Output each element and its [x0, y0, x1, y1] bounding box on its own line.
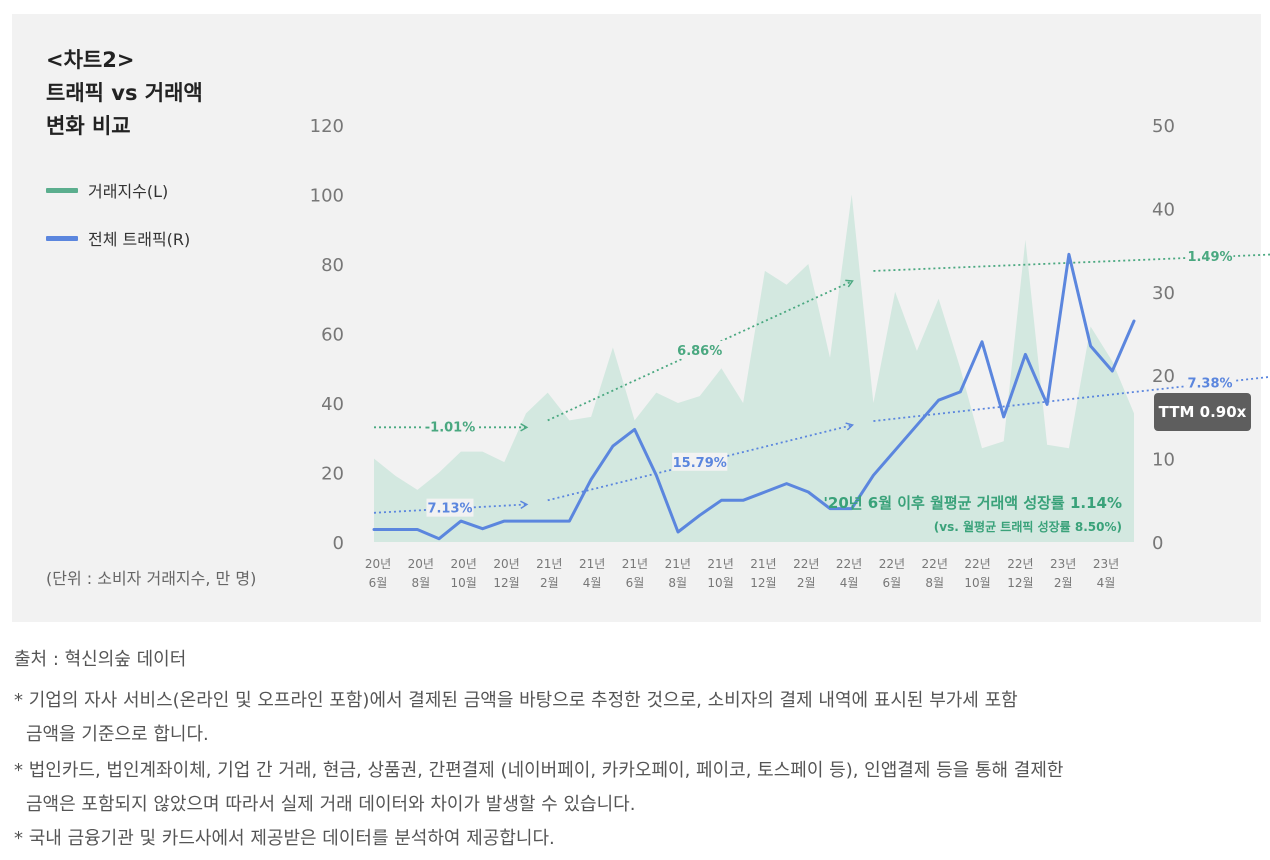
x-tick-year: 20년: [493, 557, 519, 571]
x-tick-year: 21년: [707, 557, 733, 571]
x-tick-month: 12월: [750, 576, 776, 590]
x-tick-month: 8월: [925, 576, 944, 590]
footnote-2: * 법인카드, 법인계좌이체, 기업 간 거래, 현금, 상품권, 간편결제 (…: [14, 754, 1264, 822]
chart-title-line-2: 트래픽 vs 거래액: [46, 81, 203, 105]
chart-title: <차트2> 트래픽 vs 거래액 변화 비교: [46, 44, 203, 143]
footnote-3: * 국내 금융기관 및 카드사에서 제공받은 데이터를 분석하여 제공합니다.: [14, 822, 1264, 856]
growth-note-sub: (vs. 월평균 트래픽 성장률 8.50%): [934, 519, 1122, 534]
trend-label: 15.79%: [673, 456, 727, 471]
trend-label-bg: [1186, 247, 1234, 266]
right-axis-tick: 20: [1152, 366, 1175, 387]
x-tick-year: 23년: [1050, 557, 1076, 571]
left-axis-tick: 100: [310, 186, 344, 207]
left-axis-tick: 60: [321, 325, 344, 346]
x-tick-year: 22년: [1007, 557, 1033, 571]
x-tick-month: 4월: [1097, 576, 1116, 590]
x-tick-month: 10월: [450, 576, 476, 590]
trend-label: 1.49%: [1187, 250, 1232, 265]
x-tick-year: 22년: [879, 557, 905, 571]
trend-label-bg: [676, 340, 724, 359]
x-tick-year: 20년: [365, 557, 391, 571]
trend-label: -1.01%: [425, 420, 476, 435]
x-tick-month: 6월: [369, 576, 388, 590]
x-tick-year: 22년: [793, 557, 819, 571]
legend-swatch-traffic: [46, 235, 78, 241]
ttm-badge: TTM 0.90x: [1154, 393, 1251, 431]
trend-label-bg: [426, 498, 474, 517]
x-tick-month: 6월: [883, 576, 902, 590]
right-axis-tick: 30: [1152, 283, 1175, 304]
right-axis-tick: 10: [1152, 450, 1175, 471]
trend-label: 6.86%: [677, 344, 722, 359]
x-tick-month: 8월: [668, 576, 687, 590]
left-axis-tick: 120: [310, 116, 344, 137]
traffic-line: [372, 252, 1136, 541]
x-tick-year: 21년: [750, 557, 776, 571]
x-tick-month: 2월: [1054, 576, 1073, 590]
x-tick-year: 21년: [536, 557, 562, 571]
trend-arrow: [547, 279, 854, 422]
footnote-1: * 기업의 자사 서비스(온라인 및 오프라인 포함)에서 결제된 금액을 바탕…: [14, 684, 1264, 752]
legend-item-traffic: 전체 트래픽(R): [46, 226, 190, 250]
x-tick-month: 4월: [583, 576, 602, 590]
chart-title-line-1: <차트2>: [46, 48, 135, 72]
legend-item-trade-index: 거래지수(L): [46, 178, 168, 202]
chart-title-line-3: 변화 비교: [46, 114, 131, 138]
x-tick-year: 21년: [579, 557, 605, 571]
legend-swatch-trade-index: [46, 187, 78, 193]
x-tick-year: 22년: [836, 557, 862, 571]
unit-note: (단위 : 소비자 거래지수, 만 명): [46, 569, 257, 588]
trade-index-area: [374, 194, 1134, 542]
footnote-2-line-1: * 법인카드, 법인계좌이체, 기업 간 거래, 현금, 상품권, 간편결제 (…: [14, 760, 1064, 781]
chart-svg: 0 20 40 60 80 100 120 0 10 20 30 40 50 -1.01% 6.86% 1.4…: [310, 116, 1270, 590]
source-text: 출처 : 혁신의숲 데이터: [14, 649, 187, 670]
growth-note-main: '20년 6월 이후 월평균 거래액 성장률 1.14%: [823, 494, 1122, 512]
x-tick-year: 23년: [1093, 557, 1119, 571]
footnote-3-line-1: * 국내 금융기관 및 카드사에서 제공받은 데이터를 분석하여 제공합니다.: [14, 828, 555, 849]
legend-label-traffic: 전체 트래픽(R): [88, 230, 191, 249]
x-tick-year: 21년: [665, 557, 691, 571]
left-axis-tick: 40: [321, 394, 344, 415]
footnote-1-line-2: 금액을 기준으로 합니다.: [26, 724, 209, 745]
x-tick-month: 6월: [626, 576, 645, 590]
right-axis-tick: 40: [1152, 199, 1175, 220]
x-tick-month: 12월: [1007, 576, 1033, 590]
legend-label-trade-index: 거래지수(L): [88, 182, 169, 201]
left-axis-tick: 20: [321, 464, 344, 485]
right-axis-tick: 0: [1152, 533, 1163, 554]
left-axis-tick: 0: [333, 533, 344, 554]
x-tick-year: 22년: [964, 557, 990, 571]
right-axis-tick: 50: [1152, 116, 1175, 137]
trend-label: 7.38%: [1187, 377, 1232, 392]
footnote-2-line-2: 금액은 포함되지 않았으며 따라서 실제 거래 데이터와 차이가 발생할 수 있…: [26, 794, 636, 815]
left-axis-tick: 80: [321, 255, 344, 276]
x-tick-year: 22년: [922, 557, 948, 571]
x-tick-year: 20년: [450, 557, 476, 571]
trend-label-bg: [1186, 373, 1234, 392]
x-tick-year: 21년: [622, 557, 648, 571]
footnote-1-line-1: * 기업의 자사 서비스(온라인 및 오프라인 포함)에서 결제된 금액을 바탕…: [14, 690, 1018, 711]
trend-label: 7.13%: [427, 502, 472, 517]
x-tick-month: 2월: [797, 576, 816, 590]
trend-label-bg: [672, 452, 728, 471]
x-tick-month: 10월: [964, 576, 990, 590]
x-tick-month: 10월: [707, 576, 733, 590]
x-tick-month: 12월: [493, 576, 519, 590]
x-tick-month: 2월: [540, 576, 559, 590]
x-tick-month: 8월: [411, 576, 430, 590]
trend-label-bg: [422, 417, 478, 436]
x-tick-month: 4월: [840, 576, 859, 590]
x-tick-year: 20년: [408, 557, 434, 571]
